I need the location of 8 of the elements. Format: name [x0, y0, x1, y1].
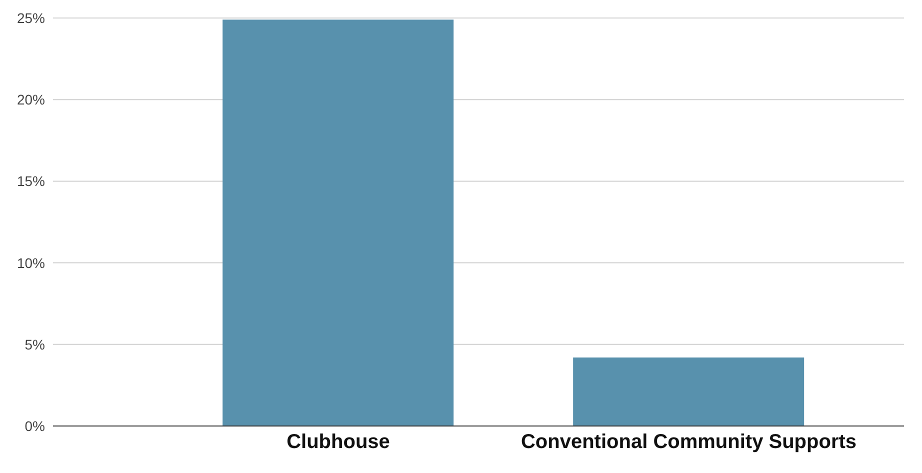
y-tick-label: 15% [16, 173, 45, 190]
y-tick-label: 25% [16, 10, 45, 26]
x-tick-label: Clubhouse [286, 431, 390, 454]
x-tick-label: Conventional Community Supports [520, 431, 857, 454]
y-tick-label: 10% [16, 254, 45, 271]
y-tick-label: 0% [24, 418, 45, 434]
y-tick-label: 5% [24, 336, 45, 352]
y-tick-label: 20% [16, 92, 45, 108]
